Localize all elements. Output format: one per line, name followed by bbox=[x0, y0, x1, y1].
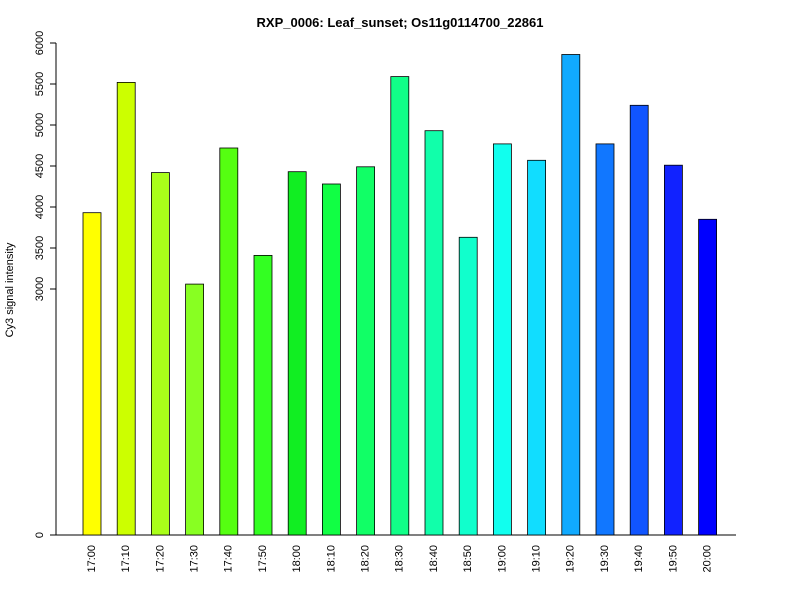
x-tick-label: 19:10 bbox=[531, 545, 543, 573]
x-tick-label: 19:40 bbox=[633, 545, 645, 573]
y-tick-label: 4000 bbox=[34, 195, 46, 219]
bar-1730 bbox=[185, 283, 205, 536]
x-tick-label: 19:00 bbox=[496, 545, 508, 573]
x-tick-label: 18:00 bbox=[291, 545, 303, 573]
x-tick-labels: 17:00 17:10 17:20 17:30 17:40 17:50 18:00 18:10… bbox=[86, 545, 714, 573]
x-tick-label: 17:40 bbox=[223, 545, 235, 573]
y-tick-label: 5500 bbox=[34, 72, 46, 96]
bar-1700 bbox=[82, 212, 102, 536]
x-tick-label: 17:00 bbox=[86, 545, 98, 573]
bars bbox=[82, 54, 717, 536]
bar-1920 bbox=[561, 54, 581, 536]
y-axis: 0 3000 3500 4000 4500 5000 5500 6000 bbox=[34, 31, 57, 538]
bar-1830 bbox=[390, 76, 410, 536]
bar-1800 bbox=[287, 171, 307, 536]
x-tick-label: 17:30 bbox=[189, 545, 201, 573]
x-tick-label: 18:10 bbox=[325, 545, 337, 573]
chart-title: RXP_0006: Leaf_sunset; Os11g0114700_2286… bbox=[257, 15, 544, 30]
x-tick-label: 19:20 bbox=[565, 545, 577, 573]
bar-1710 bbox=[116, 82, 136, 536]
x-tick-label: 18:20 bbox=[360, 545, 372, 573]
x-tick-label: 17:50 bbox=[257, 545, 269, 573]
bar-1820 bbox=[356, 166, 376, 536]
bar-1930 bbox=[595, 143, 615, 536]
bar-1840 bbox=[424, 130, 444, 536]
bar-1950 bbox=[664, 164, 683, 536]
x-tick-label: 20:00 bbox=[702, 545, 714, 573]
y-tick-label: 6000 bbox=[34, 31, 46, 55]
bar-1740 bbox=[219, 147, 239, 536]
bar-1900 bbox=[492, 143, 512, 536]
y-tick-label: 4500 bbox=[34, 154, 46, 178]
x-tick-label: 19:30 bbox=[599, 545, 611, 573]
x-tick-label: 17:10 bbox=[120, 545, 132, 573]
bar-1850 bbox=[458, 236, 478, 536]
bar-1910 bbox=[527, 159, 546, 536]
x-tick-label: 18:50 bbox=[462, 545, 474, 573]
bar-1810 bbox=[321, 183, 341, 536]
x-tick-label: 17:20 bbox=[154, 545, 166, 573]
bar-1750 bbox=[253, 254, 273, 536]
bar-1720 bbox=[150, 172, 170, 536]
bar-1940 bbox=[629, 104, 649, 536]
bar-2000 bbox=[698, 218, 717, 536]
x-tick-label: 19:50 bbox=[667, 545, 679, 573]
x-tick-label: 18:30 bbox=[394, 545, 406, 573]
y-tick-label: 3500 bbox=[34, 236, 46, 260]
y-tick-label: 3000 bbox=[34, 277, 46, 301]
x-tick-label: 18:40 bbox=[428, 545, 440, 573]
y-tick-label: 0 bbox=[34, 532, 46, 538]
y-axis-label: Cy3 signal intensity bbox=[4, 242, 16, 337]
y-tick-label: 5000 bbox=[34, 113, 46, 137]
